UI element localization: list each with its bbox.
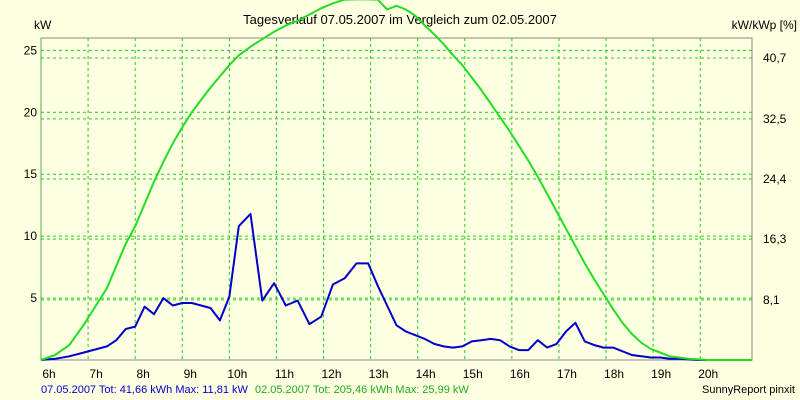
chart-title: Tagesverlauf 07.05.2007 im Vergleich zum… [243, 12, 557, 27]
y-tick-left: 5 [30, 291, 37, 305]
x-tick-label: 13h [369, 367, 389, 381]
x-tick-label: 12h [322, 367, 342, 381]
series-line-1 [40, 0, 752, 361]
y-tick-right: 32,5 [763, 112, 787, 126]
x-tick-label: 10h [227, 367, 247, 381]
y-axis-right-label: kW/kWp [%] [732, 18, 797, 32]
x-tick-label: 16h [510, 367, 530, 381]
x-tick-label: 19h [651, 367, 671, 381]
x-tick-label: 18h [604, 367, 624, 381]
y-tick-left: 25 [24, 43, 38, 57]
x-tick-label: 6h [42, 367, 55, 381]
legend-line: 07.05.2007 Tot: 41,66 kWh Max: 11,81 kW … [41, 384, 469, 396]
y-tick-right: 16,3 [763, 232, 787, 246]
x-tick-label: 11h [275, 367, 294, 381]
x-tick-label: 17h [557, 367, 577, 381]
y-tick-left: 20 [24, 105, 38, 119]
grid-lines [40, 38, 752, 360]
x-tick-label: 9h [184, 367, 197, 381]
series-lines [40, 0, 752, 361]
y-tick-left: 10 [24, 229, 38, 243]
x-tick-label: 14h [416, 367, 436, 381]
y-axis-left-label: kW [34, 18, 52, 32]
legend-series-blue: 07.05.2007 Tot: 41,66 kWh Max: 11,81 kW [41, 384, 248, 396]
x-tick-label: 20h [698, 367, 718, 381]
axis-ticks: 6h 7h 8h 9h 10h 11h 12h 13h 14h 15h 16h 17h 18h 19h 20… [24, 43, 787, 381]
x-tick-label: 8h [136, 367, 149, 381]
y-tick-left: 15 [24, 167, 38, 181]
brand-credit: SunnyReport pinxit [702, 384, 795, 396]
x-tick-label: 7h [89, 367, 102, 381]
y-tick-right: 8,1 [763, 293, 780, 307]
y-tick-right: 24,4 [763, 172, 787, 186]
legend-series-green: 02.05.2007 Tot: 205,46 kWh Max: 25,99 kW [255, 384, 469, 396]
y-tick-right: 40,7 [763, 51, 787, 65]
series-line-0 [40, 212, 752, 361]
x-tick-label: 15h [463, 367, 483, 381]
